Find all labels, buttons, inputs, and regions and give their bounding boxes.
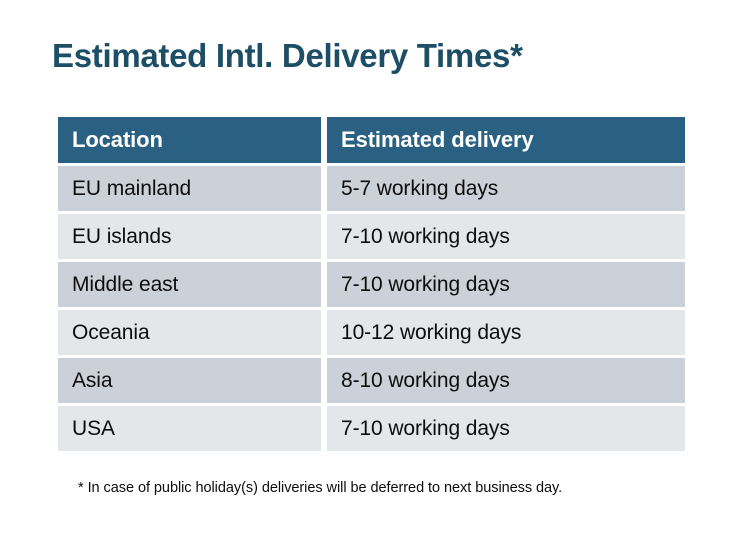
column-header-estimated-delivery: Estimated delivery xyxy=(327,117,685,163)
cell-delivery: 7-10 working days xyxy=(327,262,685,307)
table-header: Location Estimated delivery xyxy=(58,117,685,163)
table-body: EU mainland 5-7 working days EU islands … xyxy=(58,166,685,451)
cell-location: EU islands xyxy=(58,214,321,259)
page-title: Estimated Intl. Delivery Times* xyxy=(52,37,523,74)
cell-location: Oceania xyxy=(58,310,321,355)
table-row: USA 7-10 working days xyxy=(58,406,685,451)
cell-delivery: 7-10 working days xyxy=(327,406,685,451)
cell-location: Middle east xyxy=(58,262,321,307)
table-row: Asia 8-10 working days xyxy=(58,358,685,403)
cell-location: Asia xyxy=(58,358,321,403)
cell-location: EU mainland xyxy=(58,166,321,211)
table-row: Oceania 10-12 working days xyxy=(58,310,685,355)
footnote: * In case of public holiday(s) deliverie… xyxy=(78,480,563,496)
table-header-row: Location Estimated delivery xyxy=(58,117,685,163)
column-header-location: Location xyxy=(58,117,321,163)
table-row: EU mainland 5-7 working days xyxy=(58,166,685,211)
table-row: EU islands 7-10 working days xyxy=(58,214,685,259)
cell-location: USA xyxy=(58,406,321,451)
estimated-delivery-times-table: Location Estimated delivery EU mainland … xyxy=(52,114,691,454)
cell-delivery: 5-7 working days xyxy=(327,166,685,211)
cell-delivery: 7-10 working days xyxy=(327,214,685,259)
cell-delivery: 10-12 working days xyxy=(327,310,685,355)
cell-delivery: 8-10 working days xyxy=(327,358,685,403)
table-row: Middle east 7-10 working days xyxy=(58,262,685,307)
